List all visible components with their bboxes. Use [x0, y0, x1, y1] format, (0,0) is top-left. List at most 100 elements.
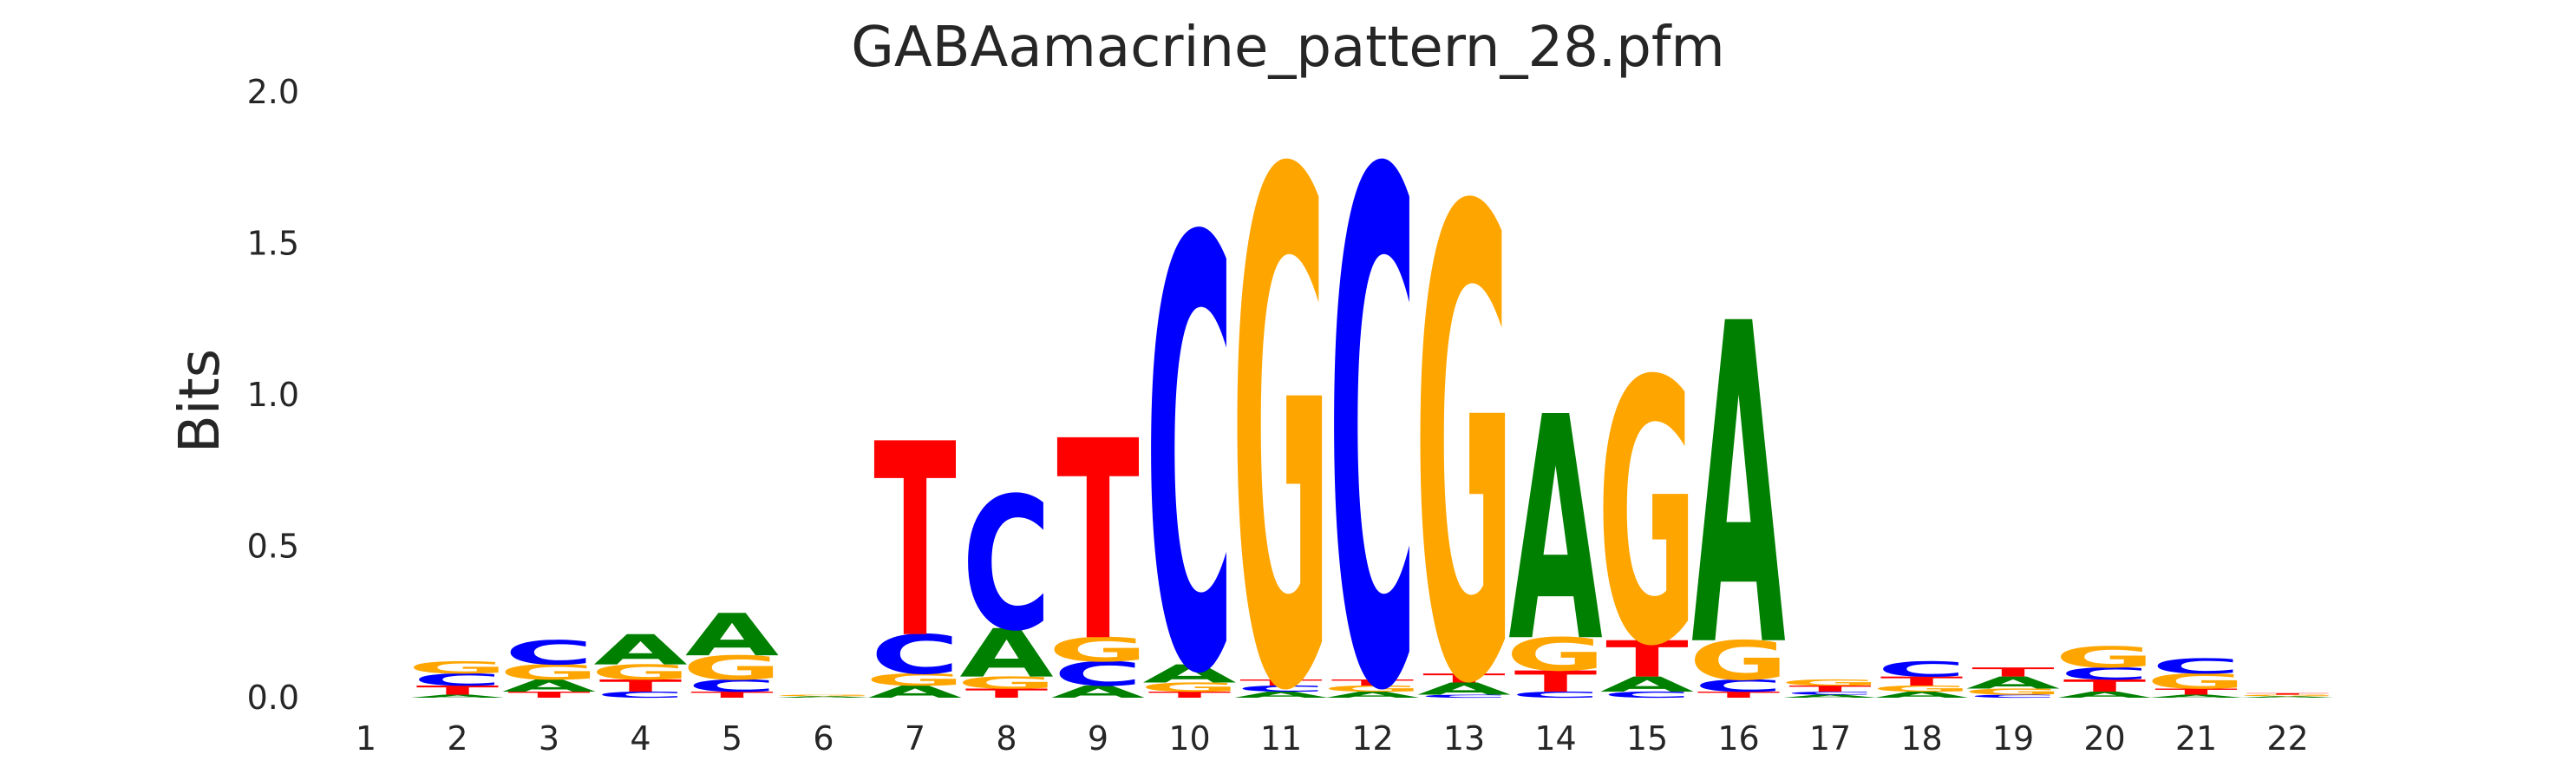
x-tick-label: 15: [1626, 719, 1668, 758]
logo-letter-c: C: [1420, 694, 1509, 699]
logo-letter-g: G: [1049, 631, 1148, 669]
logo-letter-t: T: [2063, 676, 2146, 695]
y-tick-label: 2.0: [247, 73, 299, 111]
logo-letter-t: T: [1788, 684, 1872, 693]
x-tick-label: 19: [1992, 719, 2034, 758]
logo-letter-a: A: [1051, 682, 1145, 701]
x-tick-label: 17: [1809, 719, 1851, 758]
logo-letter-c: C: [1054, 655, 1143, 693]
y-tick-label: 0.0: [247, 679, 299, 717]
logo-letter-a: A: [1325, 690, 1420, 699]
y-tick-label: 1.0: [247, 376, 299, 414]
logo-letter-t: T: [1697, 690, 1781, 699]
x-tick-label: 13: [1443, 719, 1485, 758]
x-tick-label: 16: [1717, 719, 1759, 758]
logo-letter-a: A: [1783, 694, 1878, 699]
logo-letter-t: T: [965, 686, 1049, 701]
logo-letter-a: A: [1600, 673, 1695, 697]
logo-letter-g: G: [1781, 678, 1880, 687]
y-axis-label: Bits: [168, 349, 232, 453]
logo-letter-c: C: [596, 690, 685, 699]
logo-letter-g: G: [683, 649, 782, 687]
logo-letter-c: C: [1603, 690, 1692, 699]
logo-letter-g: G: [500, 660, 599, 685]
x-tick-label: 11: [1260, 719, 1302, 758]
logo-letter-c: C: [2060, 664, 2149, 683]
logo-letter-c: C: [962, 459, 1051, 672]
x-tick-label: 3: [539, 719, 559, 758]
logo-letter-a: A: [502, 676, 596, 695]
logo-letter-t: T: [599, 676, 682, 695]
logo-letter-g: G: [2055, 640, 2154, 674]
logo-letter-a: A: [2240, 696, 2335, 699]
logo-letter-a: A: [1966, 673, 2060, 692]
x-tick-label: 22: [2266, 719, 2308, 758]
x-axis: 1 2 3 4 5 6 7 8 9 10 11 12 13 14 15 16 17 18 19 20 21 22: [356, 719, 2309, 758]
logo-letter-a: A: [1691, 231, 1786, 745]
logo-letter-g: G: [1140, 680, 1239, 695]
logo-letter-g: G: [1689, 629, 1788, 692]
logo-letter-g: G: [2147, 669, 2246, 693]
logo-letter-c: C: [505, 634, 594, 673]
logo-letter-t: T: [1056, 383, 1139, 702]
logo-letter-a: A: [1142, 660, 1236, 689]
logo-letter-t: T: [1422, 671, 1506, 686]
x-tick-label: 20: [2083, 719, 2125, 758]
logo-letter-t: T: [690, 690, 774, 699]
logo-letter-t: T: [416, 683, 500, 698]
logo-letter-c: C: [688, 676, 777, 695]
logo-letter-c: C: [1694, 676, 1783, 695]
logo-letter-t: T: [1331, 678, 1415, 687]
logo-letter-g: G: [2238, 694, 2337, 697]
logo-letter-c: C: [1237, 684, 1326, 693]
logo-letter-g: G: [591, 660, 690, 685]
logo-letter-a: A: [1508, 351, 1603, 710]
x-tick-label: 21: [2175, 719, 2217, 758]
logo-letter-a: A: [410, 694, 505, 699]
logo-letter-a: A: [1234, 690, 1329, 699]
logo-letter-g: G: [866, 670, 965, 689]
x-tick-label: 4: [630, 719, 651, 758]
logo-letter-a: A: [2149, 694, 2244, 699]
logo-letter-g: G: [957, 673, 1056, 692]
logo-letter-g: G: [1872, 684, 1971, 693]
x-tick-label: 9: [1088, 719, 1108, 758]
logo-letter-a: A: [776, 696, 871, 699]
y-tick-label: 1.5: [247, 225, 299, 263]
logo-letter-t: T: [1148, 690, 1232, 699]
chart-title: GABAamacrine_pattern_28.pfm: [851, 16, 1725, 80]
logo-letter-g: G: [1598, 306, 1697, 726]
logo-letter-g: G: [1964, 687, 2063, 697]
logo-letter-c: C: [1786, 691, 1875, 696]
y-tick-label: 0.5: [247, 528, 299, 566]
logo-letter-t: T: [1514, 665, 1598, 699]
logo-letter-t: T: [2246, 692, 2329, 695]
y-axis: 0.0 0.5 1.0 1.5 2.0: [247, 73, 299, 717]
x-tick-label: 2: [447, 719, 467, 758]
logo-letter-c: C: [871, 623, 960, 686]
logo-letter-c: C: [1877, 657, 1966, 681]
x-tick-label: 7: [905, 719, 925, 758]
logo-letter-a: A: [1417, 679, 1511, 699]
x-tick-label: 8: [996, 719, 1017, 758]
logo-letter-g: G: [1415, 75, 1514, 781]
x-tick-label: 18: [1900, 719, 1942, 758]
logo-letter-g: G: [408, 658, 507, 677]
logo-letter-a: A: [2057, 690, 2152, 699]
logo-letter-t: T: [1971, 665, 2055, 679]
logo-letter-c: C: [1328, 28, 1417, 781]
logo-letter-a: A: [1874, 690, 1969, 699]
x-tick-label: 10: [1168, 719, 1210, 758]
x-tick-label: 1: [356, 719, 376, 758]
logo-letter-c: C: [1969, 694, 2058, 699]
logo-letter-t: T: [1880, 674, 1964, 689]
x-tick-label: 14: [1534, 719, 1576, 758]
logo-letter-t: T: [2154, 687, 2238, 697]
logo-letter-a: A: [593, 626, 687, 674]
logo-letter-g: G: [1506, 628, 1605, 681]
logo-letter-t: T: [1239, 678, 1323, 687]
logo-letter-c: C: [1145, 116, 1234, 781]
logo-letter-c: C: [1511, 690, 1600, 699]
logo-letter-a: A: [868, 682, 962, 701]
